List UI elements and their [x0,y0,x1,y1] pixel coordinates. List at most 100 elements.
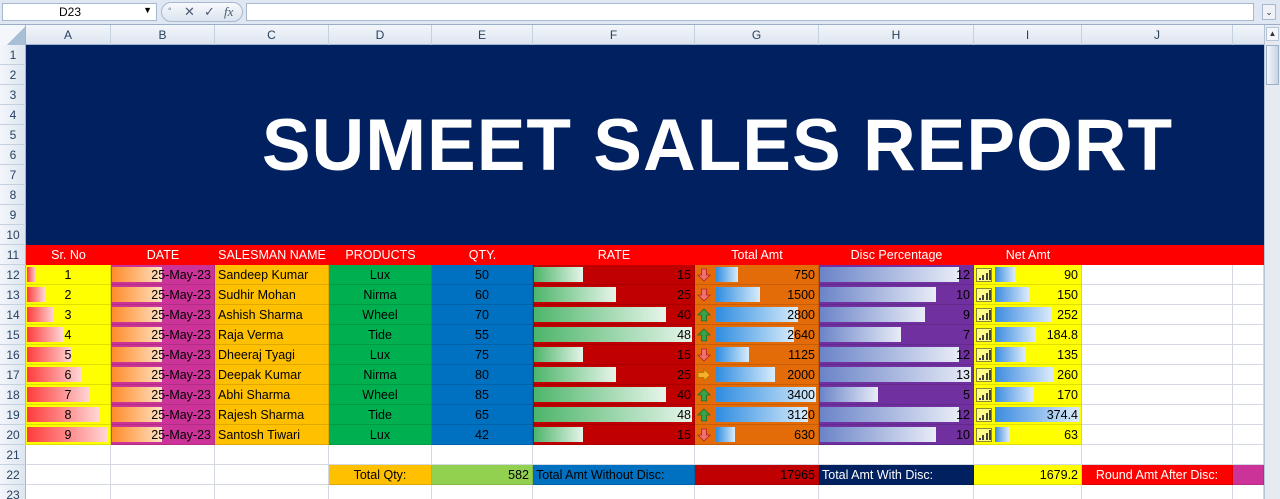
cell-sr[interactable]: 2 [26,285,111,305]
amt-without-disc-label[interactable]: Total Amt Without Disc: [533,465,695,485]
row-header-19[interactable]: 19 [0,405,26,425]
qty-total-value[interactable]: 582 [432,465,533,485]
cell-name[interactable]: Santosh Tiwari [215,425,329,445]
amt-with-disc-value[interactable]: 1679.2 [974,465,1082,485]
column-header-i[interactable]: I [974,25,1082,45]
cell-sr[interactable]: 7 [26,385,111,405]
column-header-g[interactable]: G [695,25,819,45]
cell-product[interactable]: Lux [329,265,432,285]
cell-total[interactable]: 3120 [695,405,819,425]
cell-rate[interactable]: 15 [533,345,695,365]
cell-qty[interactable]: 55 [432,325,533,345]
vertical-scrollbar[interactable]: ▲ [1264,25,1280,499]
cell-qty[interactable]: 85 [432,385,533,405]
cell-disc[interactable]: 5 [819,385,974,405]
cell-sr[interactable]: 3 [26,305,111,325]
cell-name[interactable]: Dheeraj Tyagi [215,345,329,365]
scroll-up-icon[interactable]: ▲ [1266,27,1279,41]
cell-net[interactable]: 135 [974,345,1082,365]
formula-input[interactable] [246,3,1254,21]
cell-total[interactable]: 1500 [695,285,819,305]
round-amt-value[interactable] [1233,465,1264,485]
name-box[interactable]: D23 ▼ [2,3,157,21]
cell-qty[interactable]: 60 [432,285,533,305]
cell-date[interactable]: 25-May-23 [111,405,215,425]
cell-product[interactable]: Wheel [329,385,432,405]
scroll-thumb[interactable] [1266,45,1279,85]
cell-disc[interactable]: 7 [819,325,974,345]
cell-sr[interactable]: 8 [26,405,111,425]
cell-total[interactable]: 1125 [695,345,819,365]
cell-rate[interactable]: 25 [533,365,695,385]
cell-net[interactable]: 374.4 [974,405,1082,425]
name-box-dropdown-icon[interactable]: ▼ [143,5,152,15]
column-header-f[interactable]: F [533,25,695,45]
cell-total[interactable]: 2000 [695,365,819,385]
cell-sr[interactable]: 9 [26,425,111,445]
row-header-6[interactable]: 6 [0,145,26,165]
cell-rate[interactable]: 40 [533,305,695,325]
cell-date[interactable]: 25-May-23 [111,345,215,365]
cell-date[interactable]: 25-May-23 [111,425,215,445]
cell-name[interactable]: Ashish Sharma [215,305,329,325]
insert-function-icon[interactable]: fx [224,4,234,19]
row-header-15[interactable]: 15 [0,325,26,345]
cell-rate[interactable]: 15 [533,265,695,285]
cell-net[interactable]: 170 [974,385,1082,405]
enter-icon[interactable]: ✓ [204,4,215,19]
cell-product[interactable]: Wheel [329,305,432,325]
cell-product[interactable]: Lux [329,345,432,365]
cell-date[interactable]: 25-May-23 [111,265,215,285]
cell-net[interactable]: 252 [974,305,1082,325]
column-header-j[interactable]: J [1082,25,1233,45]
cell-product[interactable]: Nirma [329,365,432,385]
amt-with-disc-label[interactable]: Total Amt With Disc: [819,465,974,485]
cell-qty[interactable]: 50 [432,265,533,285]
row-header-9[interactable]: 9 [0,205,26,225]
row-header-3[interactable]: 3 [0,85,26,105]
cell-name[interactable]: Sandeep Kumar [215,265,329,285]
row-header-12[interactable]: 12 [0,265,26,285]
cell-disc[interactable]: 12 [819,345,974,365]
cell-name[interactable]: Abhi Sharma [215,385,329,405]
cell-name[interactable]: Raja Verma [215,325,329,345]
cell-name[interactable]: Deepak Kumar [215,365,329,385]
select-all-button[interactable] [0,25,26,45]
cell-date[interactable]: 25-May-23 [111,365,215,385]
row-header-10[interactable]: 10 [0,225,26,245]
cell-rate[interactable]: 48 [533,325,695,345]
cell-disc[interactable]: 12 [819,265,974,285]
cell-qty[interactable]: 65 [432,405,533,425]
column-header-a[interactable]: A [26,25,111,45]
cell-sr[interactable]: 5 [26,345,111,365]
row-header-1[interactable]: 1 [0,45,26,65]
cell-qty[interactable]: 75 [432,345,533,365]
amt-without-disc-value[interactable]: 17965 [695,465,819,485]
cell-date[interactable]: 25-May-23 [111,325,215,345]
cell-total[interactable]: 2640 [695,325,819,345]
cell-net[interactable]: 184.8 [974,325,1082,345]
cell-product[interactable]: Lux [329,425,432,445]
column-header-e[interactable]: E [432,25,533,45]
row-header-22[interactable]: 22 [0,465,26,485]
row-header-14[interactable]: 14 [0,305,26,325]
cell-sr[interactable]: 4 [26,325,111,345]
cell-date[interactable]: 25-May-23 [111,385,215,405]
cell-disc[interactable]: 10 [819,285,974,305]
cell-disc[interactable]: 10 [819,425,974,445]
cell-total[interactable]: 630 [695,425,819,445]
cell-disc[interactable]: 13 [819,365,974,385]
column-header-d[interactable]: D [329,25,432,45]
cell-total[interactable]: 750 [695,265,819,285]
cell-total[interactable]: 3400 [695,385,819,405]
cell-product[interactable]: Nirma [329,285,432,305]
cell-net[interactable]: 63 [974,425,1082,445]
cell-qty[interactable]: 42 [432,425,533,445]
row-header-21[interactable]: 21 [0,445,26,465]
cell-rate[interactable]: 40 [533,385,695,405]
cell-rate[interactable]: 48 [533,405,695,425]
expand-formula-bar-icon[interactable]: ⌄ [1262,4,1276,20]
cell-sr[interactable]: 1 [26,265,111,285]
cell-date[interactable]: 25-May-23 [111,305,215,325]
cell-qty[interactable]: 80 [432,365,533,385]
